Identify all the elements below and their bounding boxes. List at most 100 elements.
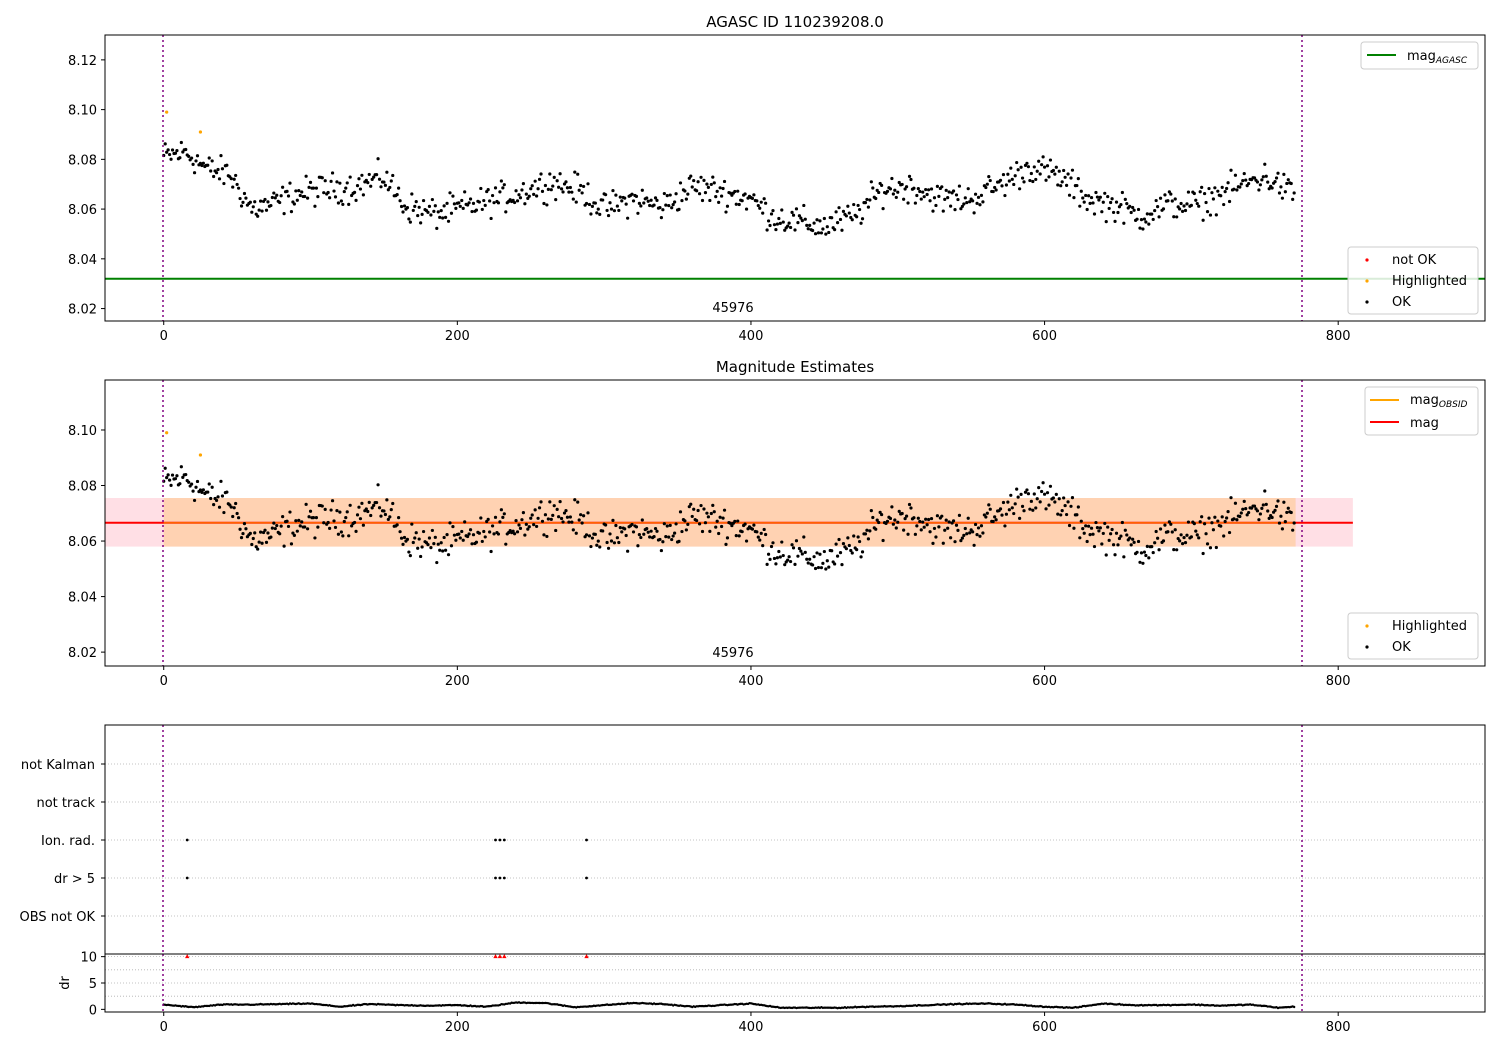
ok-point: [1035, 169, 1039, 173]
ok-point: [844, 547, 848, 551]
ok-point: [857, 539, 862, 544]
ok-point: [366, 181, 370, 185]
ok-point: [918, 519, 922, 524]
ok-point: [811, 228, 815, 233]
ok-point: [1138, 226, 1142, 230]
ok-point: [433, 535, 437, 539]
ok-point: [376, 157, 380, 161]
ok-point: [636, 211, 640, 215]
ok-point: [706, 515, 710, 519]
ok-point: [868, 198, 872, 202]
ok-point: [830, 549, 834, 553]
ok-point: [1204, 200, 1208, 205]
ok-point: [664, 203, 668, 207]
ok-point: [1205, 542, 1210, 546]
ok-point: [166, 473, 170, 477]
ok-point: [385, 498, 389, 502]
ok-point: [1125, 202, 1129, 206]
ok-point: [1087, 194, 1091, 198]
ok-point: [1106, 194, 1110, 199]
ok-point: [1028, 178, 1032, 183]
ok-point: [1015, 487, 1019, 491]
ok-point: [1097, 198, 1101, 202]
legend-mag-agasc: mag: [1407, 49, 1436, 64]
ok-point: [877, 520, 881, 525]
ok-point: [947, 190, 951, 194]
ok-point: [695, 518, 699, 523]
ok-point: [504, 542, 508, 546]
ok-point: [526, 527, 530, 531]
ok-point: [1079, 189, 1083, 193]
ok-point: [1214, 213, 1218, 217]
ok-point: [825, 559, 829, 563]
ok-point: [766, 219, 771, 223]
ok-point: [1185, 533, 1189, 537]
ok-point: [395, 193, 399, 197]
ok-point: [951, 519, 956, 523]
ok-point: [1166, 199, 1170, 203]
ok-point: [190, 482, 194, 486]
ok-point: [1076, 505, 1080, 509]
magnitude-line-legend: magOBSID mag: [1364, 386, 1479, 436]
ok-point: [294, 519, 298, 523]
ok-point: [163, 142, 167, 146]
ok-point: [655, 198, 659, 202]
ok-point: [385, 170, 389, 174]
ok-point: [869, 180, 873, 184]
ok-point: [979, 524, 984, 528]
ok-point: [225, 163, 229, 167]
ok-point: [1158, 196, 1163, 200]
ok-point: [973, 522, 978, 527]
ok-point: [1208, 213, 1213, 217]
ok-point: [466, 203, 470, 207]
ok-point: [231, 185, 235, 189]
ok-point: [1109, 200, 1113, 205]
ok-point: [432, 209, 436, 213]
ok-point: [554, 197, 558, 202]
ok-point: [604, 523, 608, 527]
ok-point: [683, 519, 687, 523]
ok-point: [239, 536, 244, 540]
ok-point: [1051, 496, 1055, 500]
ok-point: [529, 516, 533, 520]
ok-point: [398, 530, 402, 534]
ok-point: [307, 185, 311, 189]
ok-point: [232, 177, 236, 181]
ok-point: [907, 502, 912, 507]
ok-point: [492, 201, 496, 205]
ok-point: [781, 553, 785, 558]
ok-point: [1067, 523, 1072, 528]
ok-point: [1110, 197, 1114, 201]
ok-point: [1091, 532, 1095, 536]
ok-point: [659, 548, 664, 553]
ok-point: [201, 161, 205, 165]
ok-point: [376, 483, 380, 487]
ok-point: [540, 519, 545, 523]
ok-point: [206, 163, 210, 167]
ok-point: [408, 220, 412, 224]
ok-point: [1012, 182, 1016, 187]
ok-point: [1292, 521, 1296, 525]
ok-point: [568, 515, 572, 519]
ok-point: [808, 557, 812, 561]
ok-point: [445, 201, 449, 205]
ok-point: [1189, 203, 1193, 207]
ok-point: [1063, 503, 1067, 508]
ok-point: [367, 172, 371, 177]
ok-point: [865, 528, 869, 532]
ok-point: [1020, 176, 1025, 180]
ok-point: [981, 200, 985, 204]
ok-point: [399, 536, 404, 540]
ok-point: [734, 534, 738, 538]
ok-point: [192, 498, 197, 503]
ok-point: [611, 518, 615, 522]
ok-point: [1277, 521, 1282, 525]
obsid-label: 45976: [712, 301, 753, 316]
ok-point: [976, 526, 981, 530]
ok-point: [165, 476, 169, 480]
ok-point: [471, 533, 476, 537]
ok-point: [1283, 520, 1287, 524]
ok-point: [743, 522, 747, 526]
ok-point: [401, 210, 405, 214]
